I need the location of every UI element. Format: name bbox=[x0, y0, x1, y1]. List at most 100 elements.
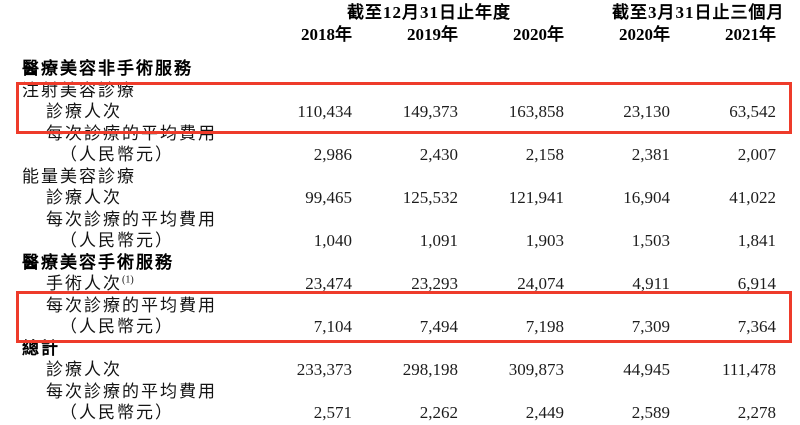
footnote-marker: (1) bbox=[122, 274, 134, 286]
cell-value: 24,074 bbox=[517, 274, 565, 293]
cell-value: 2,381 bbox=[631, 145, 671, 164]
cell-value: 41,022 bbox=[729, 188, 777, 207]
cell-value bbox=[670, 381, 776, 403]
table-row: 每次診療的平均費用 bbox=[20, 123, 776, 145]
cell-value bbox=[564, 58, 670, 80]
cell-value bbox=[564, 166, 670, 188]
row-label: 每次診療的平均費用 bbox=[46, 295, 217, 315]
cell-value bbox=[246, 166, 352, 188]
cell-value bbox=[352, 58, 458, 80]
cell-value bbox=[246, 123, 352, 145]
cell-value bbox=[670, 209, 776, 231]
cell-value bbox=[352, 209, 458, 231]
cell-value: 1,040 bbox=[313, 231, 352, 250]
cell-value: 23,293 bbox=[411, 274, 458, 293]
cell-value: 2,007 bbox=[737, 145, 777, 164]
cell-value bbox=[352, 252, 458, 274]
cell-value bbox=[670, 166, 776, 188]
cell-value: 6,914 bbox=[737, 274, 777, 293]
cell-value: 1,903 bbox=[525, 231, 565, 250]
cell-value: 298,198 bbox=[402, 360, 458, 379]
cell-value: 2,571 bbox=[313, 403, 352, 422]
cell-value: 7,364 bbox=[737, 317, 777, 336]
cell-value: 125,532 bbox=[402, 188, 458, 207]
row-label: （人民幣元） bbox=[60, 145, 174, 164]
cell-value: 1,091 bbox=[419, 231, 458, 250]
table-row: 能量美容診療 bbox=[20, 166, 776, 188]
row-label: 能量美容診療 bbox=[22, 166, 136, 186]
cell-value: 2,986 bbox=[313, 145, 352, 164]
row-label: （人民幣元） bbox=[60, 317, 174, 336]
cell-value: 44,945 bbox=[623, 360, 671, 379]
cell-value: 2,158 bbox=[525, 145, 565, 164]
cell-value bbox=[352, 80, 458, 102]
row-label: （人民幣元） bbox=[60, 231, 174, 250]
row-label: 手術人次(1) bbox=[46, 274, 134, 293]
cell-value bbox=[564, 338, 670, 360]
cell-value: 111,478 bbox=[722, 360, 777, 379]
cell-value bbox=[458, 123, 564, 145]
cell-value bbox=[670, 295, 776, 317]
cell-value bbox=[458, 58, 564, 80]
cell-value bbox=[246, 209, 352, 231]
label-column-spacer bbox=[20, 2, 246, 24]
cell-value: 149,373 bbox=[402, 102, 458, 121]
cell-value: 1,841 bbox=[737, 231, 777, 250]
cell-value bbox=[670, 338, 776, 360]
cell-value: 23,130 bbox=[623, 102, 671, 121]
cell-value bbox=[458, 166, 564, 188]
cell-value bbox=[670, 58, 776, 80]
cell-value bbox=[458, 209, 564, 231]
table-row: （人民幣元） 1,040 1,091 1,903 1,503 1,841 bbox=[20, 230, 776, 252]
cell-value bbox=[458, 338, 564, 360]
cell-value bbox=[458, 252, 564, 274]
table-row: 醫療美容手術服務 bbox=[20, 252, 776, 274]
cell-value bbox=[564, 295, 670, 317]
table-row: （人民幣元） 7,104 7,494 7,198 7,309 7,364 bbox=[20, 316, 776, 338]
year-header-2021-q1: 2021年 bbox=[725, 25, 777, 44]
cell-value bbox=[670, 80, 776, 102]
cell-value bbox=[564, 123, 670, 145]
table-row: 每次診療的平均費用 bbox=[20, 381, 776, 403]
row-label: 醫療美容手術服務 bbox=[22, 252, 174, 272]
cell-value: 121,941 bbox=[508, 188, 565, 207]
cell-value: 2,430 bbox=[419, 145, 458, 164]
year-header-2020-q1: 2020年 bbox=[619, 25, 671, 44]
cell-value: 7,198 bbox=[525, 317, 565, 336]
column-group-header-row: 截至12月31日止年度 截至3月31日止三個月 bbox=[20, 2, 784, 24]
cell-value bbox=[564, 209, 670, 231]
row-label: （人民幣元） bbox=[60, 403, 174, 422]
medical-aesthetic-services-table: 截至12月31日止年度 截至3月31日止三個月 2018年 2019年 2020… bbox=[20, 2, 784, 424]
cell-value bbox=[352, 381, 458, 403]
cell-value: 7,494 bbox=[419, 317, 458, 336]
cell-value bbox=[352, 166, 458, 188]
cell-value bbox=[246, 58, 352, 80]
label-column-spacer bbox=[20, 24, 246, 46]
cell-value: 2,262 bbox=[419, 403, 458, 422]
year-header-row: 2018年 2019年 2020年 2020年 2021年 bbox=[20, 24, 776, 46]
cell-value: 233,373 bbox=[296, 360, 352, 379]
year-header-2020: 2020年 bbox=[513, 25, 565, 44]
cell-value: 23,474 bbox=[305, 274, 352, 293]
row-label: 注射美容診療 bbox=[22, 80, 136, 100]
row-label: 總計 bbox=[22, 338, 60, 358]
row-label: 每次診療的平均費用 bbox=[46, 123, 217, 143]
cell-value bbox=[246, 80, 352, 102]
year-header-2018: 2018年 bbox=[301, 25, 352, 44]
table-row: 手術人次(1) 23,474 23,293 24,074 4,911 6,914 bbox=[20, 273, 776, 295]
cell-value: 2,589 bbox=[631, 403, 671, 422]
cell-value bbox=[458, 295, 564, 317]
table-row: 注射美容診療 bbox=[20, 80, 776, 102]
cell-value: 110,434 bbox=[297, 102, 352, 121]
cell-value: 1,503 bbox=[631, 231, 671, 250]
table-row: 診療人次 233,373 298,198 309,873 44,945 111,478 bbox=[20, 359, 776, 381]
cell-value bbox=[564, 381, 670, 403]
cell-value bbox=[246, 338, 352, 360]
cell-value bbox=[246, 381, 352, 403]
cell-value bbox=[458, 80, 564, 102]
cell-value: 2,278 bbox=[737, 403, 777, 422]
spacer-row bbox=[20, 46, 776, 58]
cell-value bbox=[564, 80, 670, 102]
cell-value bbox=[670, 123, 776, 145]
